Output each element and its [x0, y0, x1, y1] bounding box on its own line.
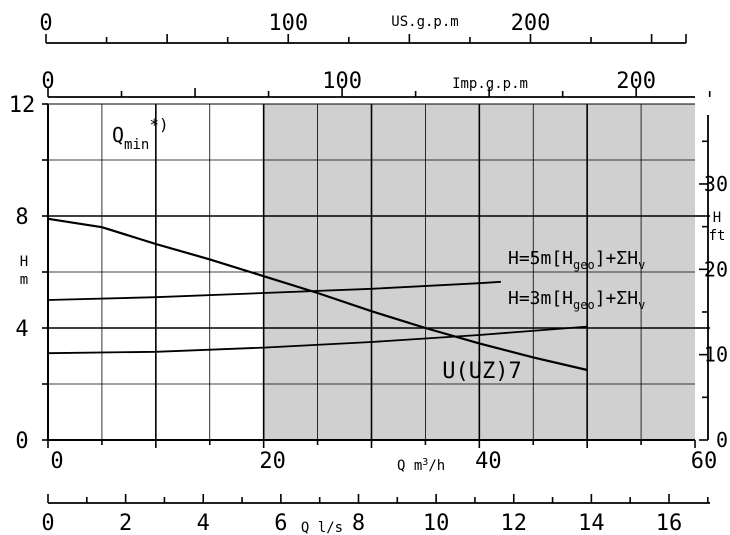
ls-tick-label: 8 [352, 511, 365, 535]
series-line-2 [47, 325, 588, 355]
imp-gpm-tick-label: 100 [322, 69, 362, 94]
us-gpm-tick-label: 200 [511, 11, 551, 36]
ls-tick-label: 0 [41, 511, 54, 535]
ft-axis-label-h: H [713, 210, 721, 226]
series-label-hgeo3: H=3m[Hgeo]+ΣHv [508, 288, 645, 312]
ls-axis-label: Q l/s [301, 520, 343, 535]
secondary-axes-layer [45, 34, 711, 504]
series-label-pump: U(UZ)7 [442, 359, 521, 384]
ft-tick-label: 10 [704, 343, 728, 367]
ls-tick-label: 4 [197, 511, 210, 535]
imp-gpm-tick-label: 200 [616, 69, 656, 94]
ls-tick-label: 6 [274, 511, 287, 535]
us-gpm-tick-label: 100 [268, 11, 308, 36]
ft-tick-label: 20 [704, 257, 728, 281]
curve-layer [47, 217, 588, 372]
grid-layer [48, 104, 710, 440]
ls-tick-label: 2 [119, 511, 132, 535]
series-label-hgeo5: H=5m[Hgeo]+ΣHv [508, 248, 645, 272]
ft-tick-label: 30 [704, 172, 728, 196]
y-tick-label: 0 [15, 429, 28, 454]
x-tick-label: 40 [475, 449, 502, 474]
x-tick-label: 60 [691, 449, 718, 474]
series-line-0 [47, 217, 588, 372]
y-tick-label: 4 [15, 317, 28, 342]
x-tick-label: 0 [50, 449, 63, 474]
ft-axis-label-unit: ft [709, 228, 726, 244]
x-axis-label: Q m3/h [397, 457, 445, 474]
imp-gpm-tick-label: 0 [41, 69, 54, 94]
y-tick-label: 12 [9, 93, 36, 118]
x-tick-label: 20 [259, 449, 286, 474]
us-gpm-axis-label: US.g.p.m [391, 14, 458, 30]
ls-tick-label: 12 [500, 511, 527, 535]
ls-tick-label: 16 [656, 511, 683, 535]
y-tick-label: 8 [15, 205, 28, 230]
us-gpm-tick-label: 0 [39, 11, 52, 36]
imp-gpm-axis-label: Imp.g.p.m [452, 76, 528, 92]
series-line-1 [47, 280, 501, 301]
y-axis-label-h: H [20, 254, 28, 270]
qmin-annotation: Qmin*) [112, 115, 169, 153]
ft-tick-label: 0 [716, 428, 728, 452]
ls-tick-label: 14 [578, 511, 605, 535]
frame-layer [42, 103, 696, 448]
ls-tick-label: 10 [423, 511, 450, 535]
y-axis-label-unit: m [20, 272, 28, 288]
